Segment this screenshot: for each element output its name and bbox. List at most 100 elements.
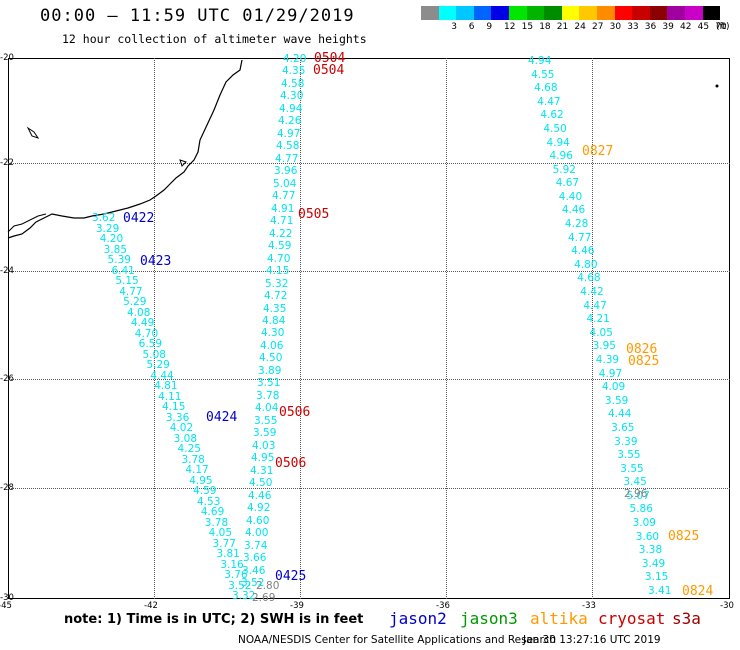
wave-height-value: 5.04	[273, 177, 297, 190]
wave-height-value: 4.72	[264, 290, 288, 303]
legend-tick-label: 70	[715, 22, 727, 32]
wave-height-value: 4.15	[162, 401, 186, 413]
wave-height-value: 3.78	[204, 516, 229, 529]
wave-height-value: 5.32	[265, 277, 289, 290]
legend-tick-label: 6	[468, 22, 475, 32]
latitude-label: -26	[0, 374, 14, 384]
wave-height-value: 3.89	[258, 364, 282, 377]
wave-height-value: 6.59	[138, 338, 163, 350]
longitude-label: -30	[720, 601, 734, 611]
wave-height-value: 4.58	[276, 140, 300, 153]
wave-height-value: 4.70	[267, 252, 291, 265]
wave-height-value: 3.51	[257, 377, 281, 390]
pass-time-label: 0423	[140, 254, 172, 269]
longitude-label: -33	[582, 601, 596, 611]
wave-height-value: 4.04	[255, 402, 279, 415]
satellite-altika-label: altika	[530, 609, 588, 628]
wave-height-value: 4.68	[577, 272, 601, 285]
wave-height-value: 4.25	[177, 443, 201, 455]
wave-height-value: 3.81	[216, 548, 240, 560]
wave-height-value: 4.77	[272, 190, 296, 203]
wave-height-value: 3.32	[232, 590, 256, 602]
credit-text: NOAA/NESDIS Center for Satellite Applica…	[238, 634, 556, 646]
wave-height-value: 3.41	[648, 585, 672, 597]
legend-swatch	[438, 6, 457, 20]
latitude-label: -28	[0, 483, 14, 493]
wave-height-value: 4.44	[150, 369, 174, 382]
legend-swatch	[456, 6, 474, 20]
satellite-jason2-label: jason2	[389, 609, 447, 628]
longitude-label: -36	[436, 601, 450, 611]
satellite-cryosat-label: cryosat	[598, 609, 666, 628]
pass-time-label: 0504	[313, 63, 345, 78]
wave-height-value: 4.20	[283, 53, 307, 65]
legend-tick-label: 3	[451, 22, 457, 32]
wave-height-value: 4.67	[555, 177, 580, 190]
legend-tick-label: 27	[592, 22, 604, 32]
legend-swatch	[614, 6, 633, 20]
wave-height-value: 4.08	[127, 306, 151, 319]
wave-height-value: 4.05	[208, 527, 233, 539]
wave-height-value: 3.55	[617, 449, 641, 462]
legend-tick-label: 30	[609, 22, 622, 32]
wave-height-value: 3.95	[592, 340, 616, 353]
wave-height-value: 4.47	[537, 95, 561, 108]
wave-height-value: 4.94	[546, 136, 570, 149]
legend-swatch	[561, 6, 580, 20]
wave-height-value: 4.77	[568, 231, 592, 244]
wave-height-value: 4.09	[601, 381, 626, 394]
wave-height-value: 3.76	[224, 569, 248, 581]
wave-height-value: 3.49	[641, 557, 666, 570]
latitude-label: -20	[0, 53, 14, 63]
wave-height-value: 4.30	[280, 90, 304, 103]
legend-swatch	[702, 6, 721, 20]
wave-height-value: 3.09	[632, 517, 656, 530]
pass-time-label: 0504	[314, 51, 346, 66]
legend-swatch	[579, 6, 597, 20]
wave-height-value: 4.55	[531, 68, 555, 81]
legend-swatch	[667, 6, 685, 20]
wave-height-value: 4.15	[266, 265, 290, 278]
pass-time-label: 0825	[628, 354, 660, 369]
wave-height-value: 4.50	[259, 352, 283, 365]
wave-height-value: 4.35	[282, 65, 306, 78]
wave-height-value: 4.02	[169, 422, 194, 434]
pass-time-label: 0506	[275, 456, 307, 471]
legend-swatch	[526, 6, 545, 20]
wave-height-value: 4.03	[252, 439, 276, 452]
wave-height-value: 4.71	[270, 215, 294, 228]
wave-height-value: 6.41	[111, 264, 135, 277]
wave-height-value: 3.66	[243, 552, 267, 565]
wave-height-value: 4.95	[251, 452, 275, 465]
legend-tick-label: 21	[556, 22, 569, 32]
wave-height-value: 4.58	[281, 77, 305, 90]
wave-height-value: 4.50	[543, 122, 567, 135]
latitude-label: -30	[0, 593, 14, 603]
map-title: 00:00 – 11:59 UTC 01/29/2019	[40, 6, 355, 26]
wave-height-value: 4.97	[598, 367, 623, 380]
wave-height-value: 4.20	[99, 233, 124, 245]
legend-swatch	[649, 6, 668, 20]
wave-height-value: 5.07	[626, 489, 650, 502]
wave-height-value: 3.62	[92, 212, 116, 224]
longitude-label: -39	[290, 601, 304, 611]
longitude-gridline	[154, 58, 155, 599]
latitude-label: -24	[0, 266, 14, 276]
wave-height-value: 3.59	[604, 394, 629, 407]
generation-timestamp: Jan 30 13:27:16 UTC 2019	[523, 634, 661, 646]
legend-swatch	[473, 6, 492, 20]
wave-height-value: 4.44	[608, 408, 632, 421]
legend-tick-label: 18	[539, 22, 551, 32]
wave-height-value: 4.68	[534, 82, 558, 95]
wave-height-value: 5.92	[552, 163, 576, 176]
wave-height-value: 4.21	[586, 313, 610, 326]
wave-height-value: 4.60	[246, 514, 270, 527]
wave-height-value: 4.77	[119, 285, 143, 298]
legend-swatch	[544, 6, 562, 20]
wave-height-value: 4.26	[278, 115, 302, 128]
wave-height-value: 3.46	[242, 564, 266, 577]
wave-height-value: 3.38	[638, 544, 663, 557]
wave-height-value: 4.95	[189, 474, 213, 487]
wave-height-value: 4.94	[528, 55, 552, 67]
wave-height-value: 4.05	[589, 326, 613, 339]
